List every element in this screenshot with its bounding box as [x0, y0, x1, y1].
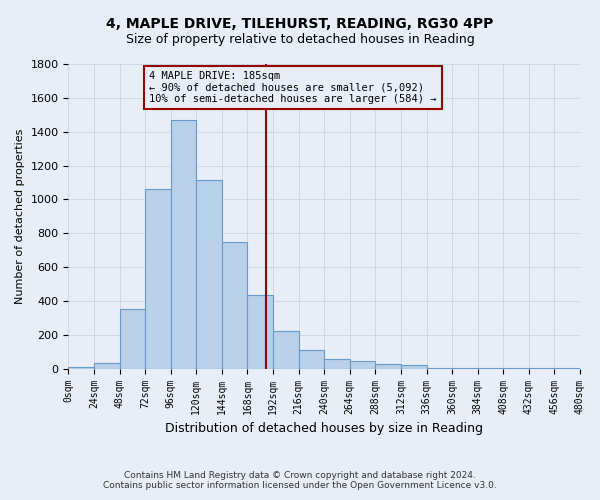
Text: Size of property relative to detached houses in Reading: Size of property relative to detached ho…	[125, 32, 475, 46]
Bar	[145, 190, 171, 368]
Bar	[196, 180, 222, 368]
Bar	[350, 361, 376, 368]
Text: 4 MAPLE DRIVE: 185sqm
← 90% of detached houses are smaller (5,092)
10% of semi-d: 4 MAPLE DRIVE: 185sqm ← 90% of detached …	[149, 71, 437, 104]
Bar	[222, 242, 247, 368]
Bar	[119, 308, 145, 368]
Bar	[94, 363, 119, 368]
Text: 4, MAPLE DRIVE, TILEHURST, READING, RG30 4PP: 4, MAPLE DRIVE, TILEHURST, READING, RG30…	[106, 18, 494, 32]
Bar	[376, 364, 401, 368]
Bar	[324, 360, 350, 368]
Bar	[401, 366, 427, 368]
Bar	[299, 350, 324, 368]
Text: Contains HM Land Registry data © Crown copyright and database right 2024.
Contai: Contains HM Land Registry data © Crown c…	[103, 470, 497, 490]
X-axis label: Distribution of detached houses by size in Reading: Distribution of detached houses by size …	[165, 422, 483, 435]
Bar	[247, 295, 273, 368]
Bar	[68, 367, 94, 368]
Bar	[171, 120, 196, 368]
Bar	[273, 332, 299, 368]
Y-axis label: Number of detached properties: Number of detached properties	[15, 128, 25, 304]
